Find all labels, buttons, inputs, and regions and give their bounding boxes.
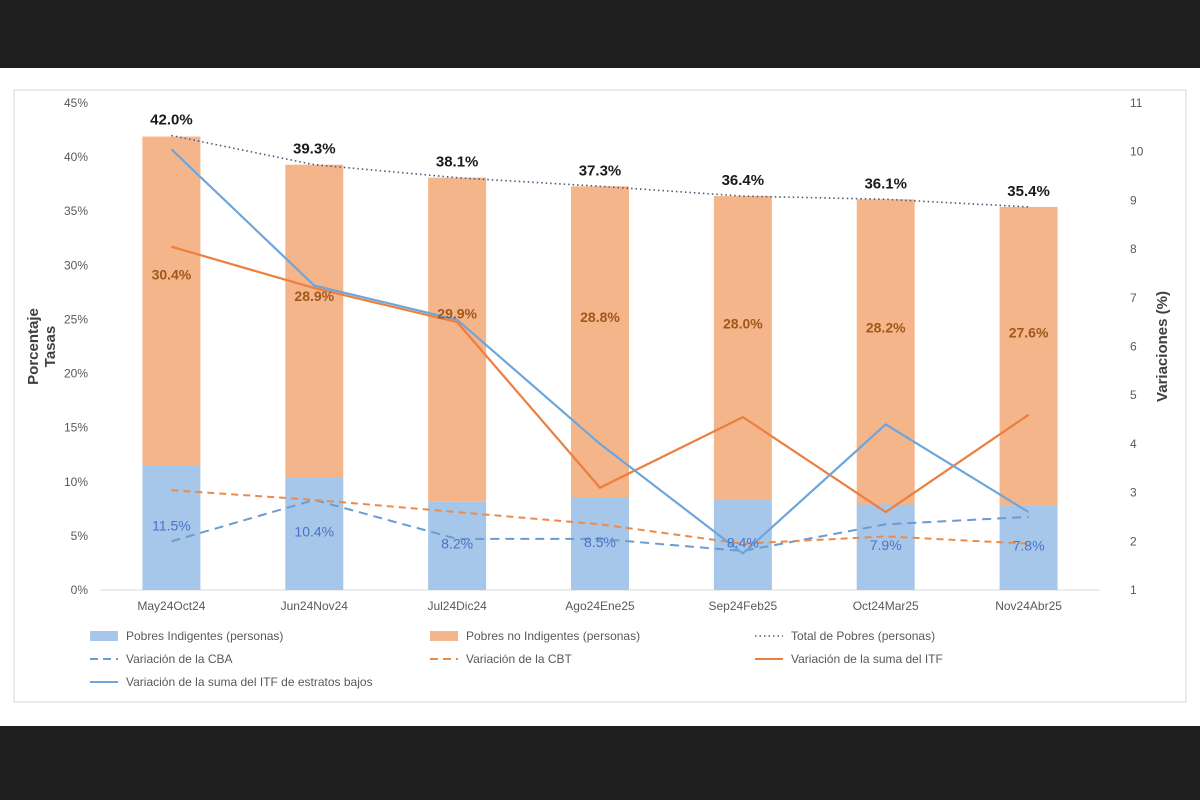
x-axis-tick-label: Oct24Mar25 [853, 599, 919, 613]
chart-canvas: 0% 5% 10% 15% 20% 25% 30% 35% 40% 45% 1 2 3 4 5 6 7 8 9 10 1… [13, 89, 1187, 703]
bar-pobres-no-indigentes [285, 164, 344, 478]
y-axis-tick-label: 35% [64, 204, 88, 218]
legend-label: Pobres no Indigentes (personas) [466, 629, 640, 643]
bar-pobres-no-indigentes [999, 206, 1058, 506]
legend-label: Variación de la CBT [466, 652, 572, 666]
label-pobres-indigentes: 11.5% [152, 518, 191, 534]
label-total-de-pobres: 37.3% [579, 162, 622, 179]
line-variacion-itf-estratos-bajos [170, 148, 1030, 555]
legend-label: Total de Pobres (personas) [791, 629, 935, 643]
legend-label: Variación de la suma del ITF [791, 652, 943, 666]
y-axis-title: PorcentajeTasas [25, 308, 59, 385]
label-pobres-no-indigentes: 28.9% [294, 288, 334, 304]
y2-axis-tick-label: 1 [1130, 583, 1137, 597]
y-axis-tick-label: 25% [64, 312, 88, 326]
bar-pobres-no-indigentes [571, 186, 629, 499]
label-total-de-pobres: 39.3% [293, 141, 336, 158]
y-axis-tick-label: 5% [71, 529, 89, 543]
y2-axis-tick-label: 4 [1130, 437, 1137, 451]
y2-axis-tick-label: 10 [1130, 145, 1144, 159]
label-pobres-no-indigentes: 28.2% [866, 319, 906, 335]
legend-swatch [90, 631, 118, 641]
bar-pobres-indigentes [999, 505, 1058, 590]
line-total-de-pobres [171, 134, 1029, 208]
top-dark-band [0, 0, 1200, 68]
label-pobres-no-indigentes: 30.4% [152, 267, 192, 283]
label-total-de-pobres: 36.1% [864, 175, 907, 192]
y-axis-tick-label: 30% [64, 258, 88, 272]
y2-axis-tick-label: 3 [1130, 486, 1137, 500]
x-axis-tick-label: Sep24Feb25 [708, 599, 777, 613]
bar-pobres-indigentes [142, 465, 201, 590]
y2-axis-tick-label: 5 [1130, 388, 1137, 402]
label-total-de-pobres: 35.4% [1007, 183, 1050, 200]
y2-axis-tick-label: 2 [1130, 534, 1137, 548]
label-total-de-pobres: 36.4% [722, 172, 765, 189]
bar-pobres-indigentes [856, 504, 915, 590]
bar-pobres-no-indigentes [428, 177, 487, 502]
bottom-dark-band [0, 726, 1200, 800]
legend-label: Pobres Indigentes (personas) [126, 629, 283, 643]
y2-axis-tick-label: 6 [1130, 340, 1137, 354]
legend-swatch [430, 631, 458, 641]
y-axis-tick-label: 20% [64, 367, 88, 381]
label-pobres-no-indigentes: 28.8% [580, 309, 620, 325]
y2-axis-tick-label: 9 [1130, 193, 1137, 207]
x-axis-tick-label: Nov24Abr25 [995, 599, 1062, 613]
chart-frame [13, 89, 1187, 703]
label-pobres-indigentes: 7.9% [870, 537, 902, 553]
line-variacion-cba [171, 498, 1029, 553]
y2-axis-tick-label: 8 [1130, 242, 1137, 256]
bar-pobres-indigentes [571, 498, 629, 590]
label-pobres-no-indigentes: 28.0% [723, 315, 763, 331]
bar-pobres-indigentes [285, 477, 344, 590]
x-axis-tick-label: May24Oct24 [137, 599, 205, 613]
bar-pobres-no-indigentes [142, 136, 201, 466]
line-variacion-itf [171, 245, 1030, 514]
chart-panel: 0% 5% 10% 15% 20% 25% 30% 35% 40% 45% 1 2 3 4 5 6 7 8 9 10 1… [0, 68, 1200, 726]
x-axis-tick-label: Ago24Ene25 [565, 599, 635, 613]
label-pobres-indigentes: 10.4% [294, 524, 334, 540]
x-axis-tick-label: Jun24Nov24 [281, 599, 349, 613]
label-pobres-indigentes: 7.8% [1013, 538, 1045, 554]
y2-axis-tick-label: 11 [1130, 96, 1143, 110]
label-total-de-pobres: 38.1% [436, 154, 479, 171]
label-pobres-indigentes: 8.5% [584, 534, 616, 550]
bar-pobres-indigentes [428, 501, 487, 590]
label-pobres-no-indigentes: 27.6% [1009, 324, 1049, 340]
label-pobres-indigentes: 8.4% [727, 534, 759, 550]
label-total-de-pobres: 42.0% [150, 111, 193, 128]
legend-label: Variación de la suma del ITF de estratos… [126, 675, 373, 689]
y-axis-tick-label: 10% [64, 475, 88, 489]
y-axis-tick-label: 45% [64, 96, 88, 110]
y-axis-tick-label: 0% [71, 583, 89, 597]
bar-pobres-indigentes [713, 499, 772, 590]
y2-axis-tick-label: 7 [1130, 291, 1137, 305]
y2-axis-title: Variaciones (%) [1154, 291, 1171, 402]
bar-pobres-no-indigentes [713, 196, 772, 500]
bar-pobres-no-indigentes [856, 199, 915, 505]
y-axis-tick-label: 40% [64, 150, 88, 164]
y-axis-tick-label: 15% [64, 421, 88, 435]
x-axis-tick-label: Jul24Dic24 [427, 599, 487, 613]
legend-label: Variación de la CBA [126, 652, 233, 666]
label-pobres-no-indigentes: 29.9% [437, 306, 477, 322]
label-pobres-indigentes: 8.2% [441, 535, 473, 551]
